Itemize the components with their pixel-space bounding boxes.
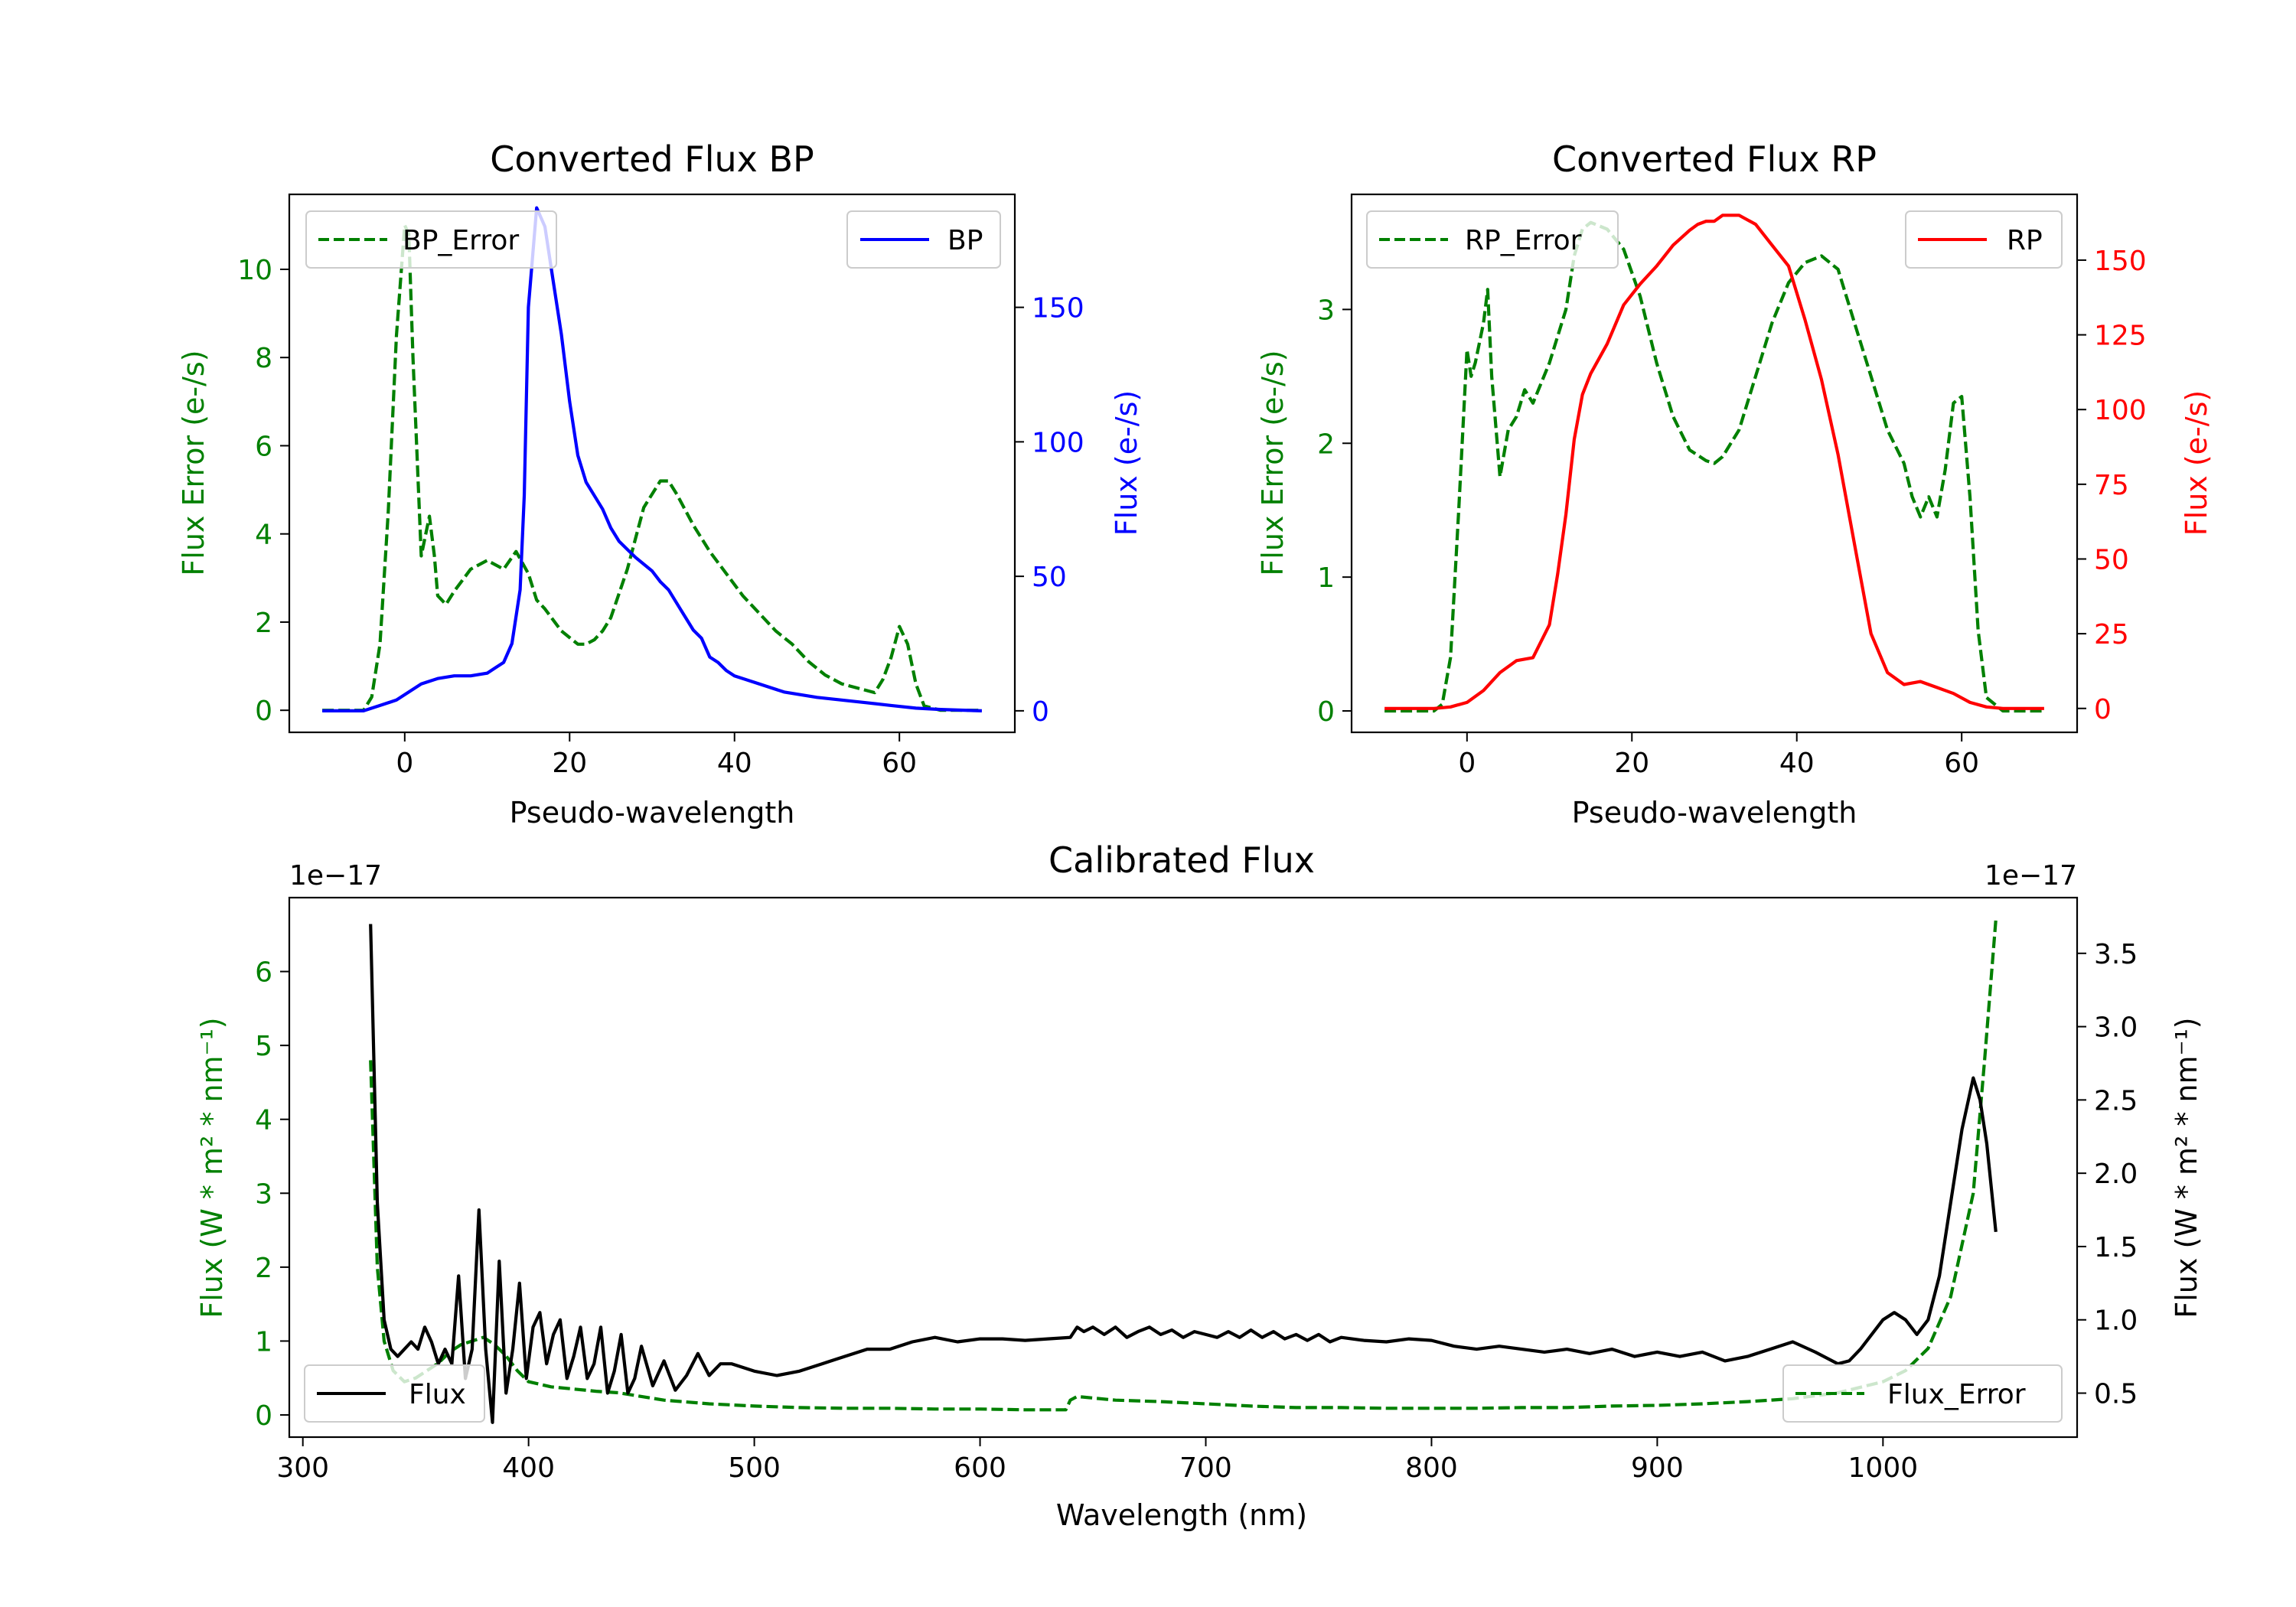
rp-left-tick-label: 3 bbox=[1317, 295, 1335, 326]
calibrated-x-tick-label: 900 bbox=[1631, 1452, 1684, 1484]
rp-x-tick-label: 60 bbox=[1944, 748, 1979, 779]
calibrated-right-tick-label: 2.0 bbox=[2094, 1159, 2138, 1190]
calibrated-x-tick-label: 700 bbox=[1179, 1452, 1232, 1484]
bp-right-tick-label: 150 bbox=[1032, 293, 1084, 324]
calibrated-right-tick-label: 3.5 bbox=[2094, 939, 2138, 970]
bp-error-legend: BP_Error bbox=[305, 210, 557, 269]
rp-error-legend-label: RP_Error bbox=[1465, 225, 1582, 256]
calibrated-x-tick-label: 300 bbox=[276, 1452, 329, 1484]
rp-left-tick-label: 1 bbox=[1317, 562, 1335, 594]
bp-left-y-label: Flux Error (e-/s) bbox=[177, 350, 210, 575]
bp-left-tick-label: 4 bbox=[255, 520, 272, 551]
rp-legend-label: RP bbox=[2007, 225, 2043, 256]
calibrated-series-flux bbox=[369, 924, 1998, 1424]
rp-right-tick-label: 150 bbox=[2094, 246, 2147, 277]
bp-left-tick-label: 8 bbox=[255, 343, 272, 374]
calibrated-right-tick-label: 2.5 bbox=[2094, 1085, 2138, 1116]
bp-x-label: Pseudo-wavelength bbox=[510, 796, 795, 830]
bp-title: Converted Flux BP bbox=[490, 139, 814, 180]
calibrated-series-flux-error bbox=[369, 919, 1998, 1412]
rp-left-tick-label: 2 bbox=[1317, 429, 1335, 460]
rp-axes-frame bbox=[1350, 193, 2079, 734]
rp-right-tick-label: 125 bbox=[2094, 321, 2147, 352]
bp-left-tick-label: 10 bbox=[237, 255, 272, 286]
bp-right-tick-label: 100 bbox=[1032, 427, 1084, 458]
calibrated-panel: Calibrated Flux 1e−17 1e−17 300 400 500 600… bbox=[195, 839, 2203, 1532]
calibrated-x-tick-label: 500 bbox=[728, 1452, 781, 1484]
bp-x-tick-label: 0 bbox=[396, 748, 413, 779]
calibrated-x-tick-label: 400 bbox=[502, 1452, 555, 1484]
bp-error-legend-label: BP_Error bbox=[403, 225, 519, 256]
bp-legend-label: BP bbox=[947, 225, 983, 256]
calibrated-left-tick-label: 5 bbox=[255, 1031, 272, 1062]
rp-x-tick-label: 20 bbox=[1614, 748, 1649, 779]
calibrated-x-tick-label: 1000 bbox=[1848, 1452, 1919, 1484]
calibrated-left-tick-label: 1 bbox=[255, 1326, 272, 1358]
bp-right-tick-label: 50 bbox=[1032, 562, 1067, 593]
rp-right-tick-label: 25 bbox=[2094, 619, 2129, 650]
bp-left-tick-label: 6 bbox=[255, 431, 272, 462]
rp-error-legend: RP_Error bbox=[1366, 210, 1619, 269]
calibrated-axes-frame bbox=[288, 896, 2079, 1439]
bp-series-bp bbox=[322, 206, 982, 712]
bp-panel: Converted Flux BP 0 20 40 60 0 2 4 6 8 10 0 50 100… bbox=[177, 139, 1143, 830]
bp-right-tick-label: 0 bbox=[1032, 696, 1049, 728]
rp-series-rp-error bbox=[1384, 220, 2044, 713]
rp-x-tick-label: 0 bbox=[1458, 748, 1476, 779]
bp-right-y-label: Flux (e-/s) bbox=[1110, 390, 1143, 536]
bp-series-bp-error bbox=[322, 223, 982, 712]
calibrated-left-offset: 1e−17 bbox=[289, 860, 382, 892]
rp-x-tick-label: 40 bbox=[1779, 748, 1815, 779]
calibrated-left-tick-label: 0 bbox=[255, 1400, 272, 1432]
flux-legend-label: Flux bbox=[409, 1379, 466, 1410]
bp-x-tick-label: 60 bbox=[882, 748, 917, 779]
calibrated-x-tick-label: 600 bbox=[954, 1452, 1006, 1484]
bp-x-tick-label: 20 bbox=[552, 748, 587, 779]
calibrated-right-tick-label: 1.0 bbox=[2094, 1305, 2138, 1337]
bp-x-tick-label: 40 bbox=[717, 748, 752, 779]
rp-left-y-label: Flux Error (e-/s) bbox=[1256, 350, 1290, 575]
calibrated-left-tick-label: 2 bbox=[255, 1253, 272, 1284]
rp-series-rp bbox=[1384, 214, 2044, 710]
rp-right-tick-label: 50 bbox=[2094, 544, 2129, 575]
bp-left-tick-label: 0 bbox=[255, 696, 272, 727]
rp-left-tick-label: 0 bbox=[1317, 696, 1335, 728]
flux-error-legend: Flux_Error bbox=[1782, 1364, 2063, 1423]
flux-legend: Flux bbox=[304, 1364, 485, 1423]
rp-right-tick-label: 0 bbox=[2094, 694, 2112, 725]
calibrated-left-tick-label: 3 bbox=[255, 1178, 272, 1210]
calibrated-left-y-label: Flux (W * m² * nm⁻¹) bbox=[195, 1017, 229, 1318]
bp-left-tick-label: 2 bbox=[255, 608, 272, 639]
calibrated-left-tick-label: 6 bbox=[255, 957, 272, 989]
rp-panel: Converted Flux RP 0 20 40 60 0 1 2 3 0 25 50 75 10… bbox=[1256, 139, 2213, 830]
calibrated-right-y-label: Flux (W * m² * nm⁻¹) bbox=[2170, 1017, 2203, 1318]
rp-x-label: Pseudo-wavelength bbox=[1572, 796, 1857, 830]
calibrated-x-label: Wavelength (nm) bbox=[1056, 1498, 1307, 1532]
bp-axes-frame bbox=[288, 193, 1016, 734]
calibrated-right-tick-label: 1.5 bbox=[2094, 1232, 2138, 1263]
calibrated-right-offset: 1e−17 bbox=[1985, 860, 2077, 892]
calibrated-right-tick-label: 0.5 bbox=[2094, 1379, 2138, 1410]
calibrated-title: Calibrated Flux bbox=[1049, 839, 1315, 881]
rp-right-y-label: Flux (e-/s) bbox=[2180, 390, 2213, 536]
calibrated-left-tick-label: 4 bbox=[255, 1105, 272, 1136]
rp-title: Converted Flux RP bbox=[1552, 139, 1877, 180]
calibrated-x-tick-label: 800 bbox=[1405, 1452, 1458, 1484]
rp-right-tick-label: 75 bbox=[2094, 470, 2129, 501]
rp-right-tick-label: 100 bbox=[2094, 395, 2147, 426]
bp-legend: BP bbox=[846, 210, 1001, 269]
calibrated-right-tick-label: 3.0 bbox=[2094, 1012, 2138, 1044]
flux-error-legend-label: Flux_Error bbox=[1887, 1379, 2026, 1410]
rp-legend: RP bbox=[1905, 210, 2063, 269]
